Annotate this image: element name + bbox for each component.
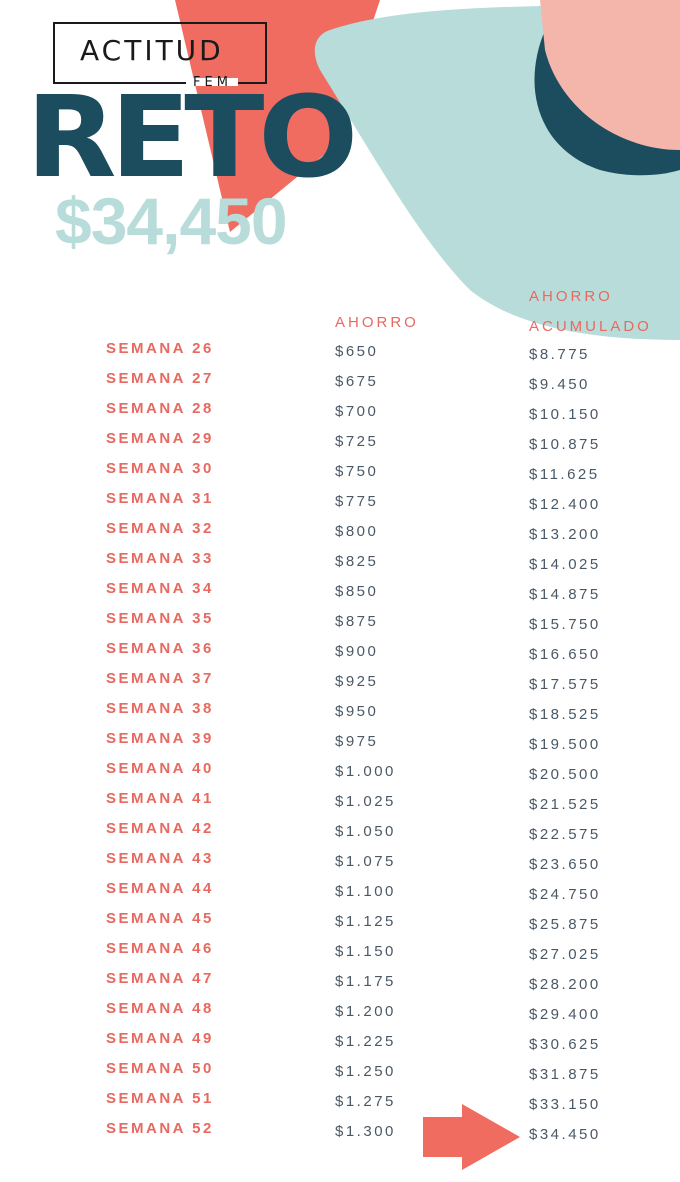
pink-circle (540, 0, 680, 150)
cumulative-value: $9.450 (529, 376, 590, 393)
week-label: SEMANA 41 (106, 790, 214, 807)
cumulative-value: $33.150 (529, 1096, 601, 1113)
saving-value: $650 (335, 343, 379, 360)
week-label: SEMANA 35 (106, 610, 214, 627)
cumulative-value: $23.650 (529, 856, 601, 873)
cumulative-value: $15.750 (529, 616, 601, 633)
week-label: SEMANA 46 (106, 940, 214, 957)
saving-value: $1.300 (335, 1123, 396, 1140)
week-label: SEMANA 51 (106, 1090, 214, 1107)
saving-value: $900 (335, 643, 379, 660)
cumulative-value: $21.525 (529, 796, 601, 813)
saving-value: $1.150 (335, 943, 396, 960)
week-label: SEMANA 40 (106, 760, 214, 777)
saving-value: $775 (335, 493, 379, 510)
cumulative-value: $34.450 (529, 1126, 601, 1143)
week-label: SEMANA 37 (106, 670, 214, 687)
saving-value: $1.225 (335, 1033, 396, 1050)
cumulative-value: $24.750 (529, 886, 601, 903)
cumulative-value: $12.400 (529, 496, 601, 513)
logo-frame (53, 22, 267, 84)
saving-value: $875 (335, 613, 379, 630)
saving-value: $1.025 (335, 793, 396, 810)
goal-amount: $34,450 (55, 184, 288, 258)
cumulative-value: $16.650 (529, 646, 601, 663)
cumulative-value: $19.500 (529, 736, 601, 753)
week-label: SEMANA 50 (106, 1060, 214, 1077)
cumulative-value: $13.200 (529, 526, 601, 543)
week-label: SEMANA 47 (106, 970, 214, 987)
week-label: SEMANA 44 (106, 880, 214, 897)
arrow-icon (423, 1104, 520, 1170)
header-saving: AHORRO (335, 314, 419, 331)
cumulative-value: $8.775 (529, 346, 590, 363)
saving-value: $975 (335, 733, 379, 750)
cumulative-value: $28.200 (529, 976, 601, 993)
saving-value: $925 (335, 673, 379, 690)
cumulative-value: $10.150 (529, 406, 601, 423)
cumulative-value: $10.875 (529, 436, 601, 453)
week-label: SEMANA 49 (106, 1030, 214, 1047)
cumulative-value: $18.525 (529, 706, 601, 723)
cumulative-value: $17.575 (529, 676, 601, 693)
week-label: SEMANA 38 (106, 700, 214, 717)
saving-value: $1.050 (335, 823, 396, 840)
saving-value: $800 (335, 523, 379, 540)
week-label: SEMANA 42 (106, 820, 214, 837)
logo-text: ACTITUD (80, 34, 224, 67)
cumulative-value: $11.625 (529, 466, 600, 483)
saving-value: $1.075 (335, 853, 396, 870)
week-label: SEMANA 43 (106, 850, 214, 867)
page-title: RETO (26, 73, 358, 203)
week-label: SEMANA 27 (106, 370, 214, 387)
logo-gap (186, 78, 238, 86)
week-label: SEMANA 48 (106, 1000, 214, 1017)
week-label: SEMANA 36 (106, 640, 214, 657)
saving-value: $825 (335, 553, 379, 570)
week-label: SEMANA 33 (106, 550, 214, 567)
week-label: SEMANA 26 (106, 340, 214, 357)
cumulative-value: $14.025 (529, 556, 601, 573)
week-label: SEMANA 32 (106, 520, 214, 537)
saving-value: $700 (335, 403, 379, 420)
saving-value: $675 (335, 373, 379, 390)
week-label: SEMANA 52 (106, 1120, 214, 1137)
cumulative-value: $14.875 (529, 586, 601, 603)
saving-value: $1.200 (335, 1003, 396, 1020)
week-label: SEMANA 45 (106, 910, 214, 927)
cumulative-value: $30.625 (529, 1036, 601, 1053)
saving-value: $950 (335, 703, 379, 720)
week-label: SEMANA 28 (106, 400, 214, 417)
saving-value: $1.275 (335, 1093, 396, 1110)
logo-subtext: FEM (193, 75, 232, 90)
cumulative-value: $22.575 (529, 826, 601, 843)
saving-value: $1.000 (335, 763, 396, 780)
week-label: SEMANA 31 (106, 490, 214, 507)
week-label: SEMANA 34 (106, 580, 214, 597)
header-cumulative-1: AHORRO (529, 288, 613, 305)
cumulative-value: $31.875 (529, 1066, 601, 1083)
header-cumulative-2: ACUMULADO (529, 318, 652, 335)
week-label: SEMANA 29 (106, 430, 214, 447)
cumulative-value: $27.025 (529, 946, 601, 963)
week-label: SEMANA 30 (106, 460, 214, 477)
saving-value: $1.250 (335, 1063, 396, 1080)
saving-value: $750 (335, 463, 379, 480)
cumulative-value: $20.500 (529, 766, 601, 783)
saving-value: $1.175 (335, 973, 396, 990)
saving-value: $725 (335, 433, 379, 450)
week-label: SEMANA 39 (106, 730, 214, 747)
saving-value: $850 (335, 583, 379, 600)
saving-value: $1.125 (335, 913, 396, 930)
saving-value: $1.100 (335, 883, 396, 900)
cumulative-value: $25.875 (529, 916, 601, 933)
cumulative-value: $29.400 (529, 1006, 601, 1023)
